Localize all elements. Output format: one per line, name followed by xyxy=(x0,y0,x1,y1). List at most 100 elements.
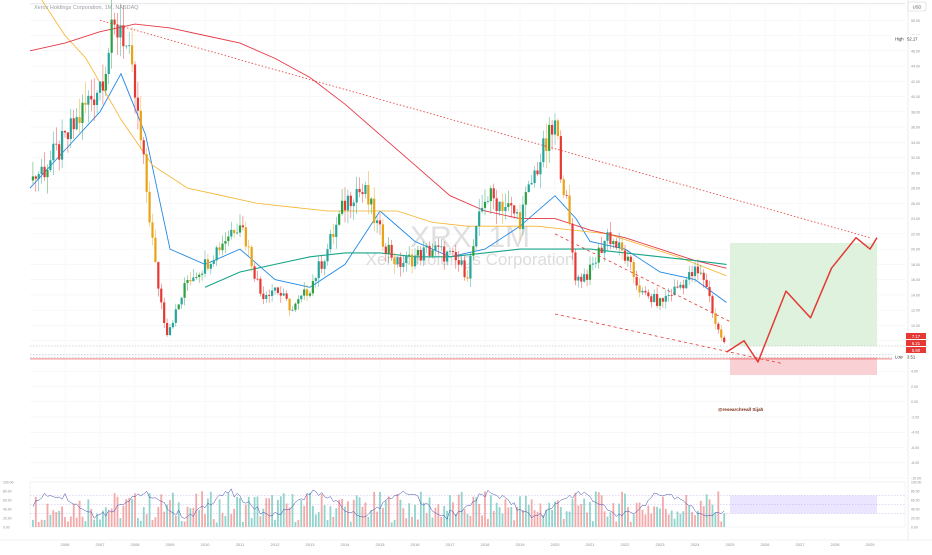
candle-body xyxy=(545,138,548,151)
time-tick-label: 2026 xyxy=(761,542,771,547)
candle-body xyxy=(539,162,542,175)
candle-body xyxy=(113,19,116,25)
indicator-bar xyxy=(326,520,329,527)
candle-body xyxy=(550,124,554,135)
indicator-bar xyxy=(192,507,195,527)
price-tick-label: 18.00 xyxy=(911,263,920,267)
candle-body xyxy=(653,293,656,303)
indicator-bar xyxy=(358,497,361,527)
candle-body xyxy=(375,220,379,224)
candle-body xyxy=(148,191,151,223)
candle-body xyxy=(157,262,160,289)
price-tick-label: 22.00 xyxy=(911,232,920,236)
candle-body xyxy=(95,92,99,106)
indicator-bar xyxy=(641,509,644,527)
indicator-bar xyxy=(629,521,632,527)
indicator-bar xyxy=(662,496,664,527)
indicator-bar xyxy=(46,503,49,527)
candle-body xyxy=(556,120,560,137)
candle-body xyxy=(577,276,580,281)
high-label: High xyxy=(895,37,904,42)
candle-body xyxy=(591,263,595,265)
indicator-bar xyxy=(466,513,469,527)
candle-body xyxy=(200,273,204,275)
candle-body xyxy=(139,110,142,141)
candle-body xyxy=(46,170,49,178)
indicator-bar xyxy=(495,502,498,527)
indicator-bar xyxy=(259,516,262,527)
candle-body xyxy=(717,323,720,330)
candle-body xyxy=(133,64,137,98)
candle-body xyxy=(396,257,399,265)
candle-body xyxy=(276,287,280,293)
candle-body xyxy=(186,280,189,284)
time-tick-label: 2022 xyxy=(621,542,631,547)
candle-body xyxy=(603,240,606,253)
moving-average-line xyxy=(204,248,727,288)
candle-body xyxy=(410,254,414,267)
indicator-bar xyxy=(691,511,693,527)
indicator-bar xyxy=(387,496,390,527)
candle-body xyxy=(647,292,650,297)
candle-body xyxy=(472,246,475,256)
indicator-bar xyxy=(504,499,507,527)
indicator-bar xyxy=(230,514,233,527)
candle-body xyxy=(460,260,463,265)
indicator-bar xyxy=(349,521,352,527)
candle-body xyxy=(492,188,495,199)
candle-body xyxy=(399,257,402,267)
indicator-bar xyxy=(96,513,98,527)
indicator-bar xyxy=(530,499,533,527)
candle-body xyxy=(81,102,84,123)
trendline xyxy=(554,313,783,364)
candle-body xyxy=(136,97,140,111)
price-tick-label: 20.00 xyxy=(911,248,920,252)
projection-layer xyxy=(726,236,878,363)
time-tick-label: 2014 xyxy=(341,542,351,547)
indicator-bar xyxy=(434,507,437,527)
candle-body xyxy=(483,201,487,208)
indicator-bar xyxy=(586,512,588,527)
candle-body xyxy=(192,277,195,282)
indicator-bar xyxy=(417,519,419,527)
candle-body xyxy=(623,250,627,261)
indicator-bar xyxy=(644,514,647,527)
price-tick-label: 12.00 xyxy=(911,309,920,313)
indicator-bar xyxy=(224,515,227,527)
price-tick-label: 14.00 xyxy=(911,293,920,297)
candle-body xyxy=(574,252,577,281)
indicator-bar xyxy=(627,507,629,527)
candle-body xyxy=(250,246,253,267)
indicator-bar xyxy=(154,517,157,527)
time-tick-label: 2023 xyxy=(656,542,666,547)
indicator-bar xyxy=(55,512,58,527)
indicator-bar xyxy=(653,506,656,527)
currency-button[interactable] xyxy=(907,1,927,12)
candle-body xyxy=(311,281,315,294)
currency-button-label: USD xyxy=(913,5,922,10)
indicator-bar xyxy=(274,519,276,527)
moving-average-line xyxy=(29,23,727,269)
indicator-bar xyxy=(382,507,384,527)
indicator-bar xyxy=(714,512,717,527)
candle-body xyxy=(682,284,685,289)
symbol-title: Xerox Holdings Corporation, 1M, NASDAQ xyxy=(34,5,139,11)
indicator-bar xyxy=(157,506,160,527)
candle-body xyxy=(305,289,309,296)
indicator-bar xyxy=(189,508,192,527)
candle-body xyxy=(221,243,224,251)
indicator-bar xyxy=(606,516,609,527)
indicator-left-tick-label: 0.00 xyxy=(3,526,10,530)
indicator-bar xyxy=(218,499,221,527)
candle-body xyxy=(527,184,530,193)
indicator-bar xyxy=(125,499,128,527)
indicator-bar xyxy=(717,491,720,527)
indicator-bar xyxy=(431,517,434,527)
indicator-bar xyxy=(679,513,682,527)
annotation-text: @researchreall Sijah xyxy=(718,407,764,412)
indicator-bar xyxy=(577,505,580,527)
indicator-bar xyxy=(61,506,63,527)
candle-body xyxy=(346,195,350,211)
candle-body xyxy=(241,225,245,228)
indicator-bar xyxy=(113,493,116,527)
